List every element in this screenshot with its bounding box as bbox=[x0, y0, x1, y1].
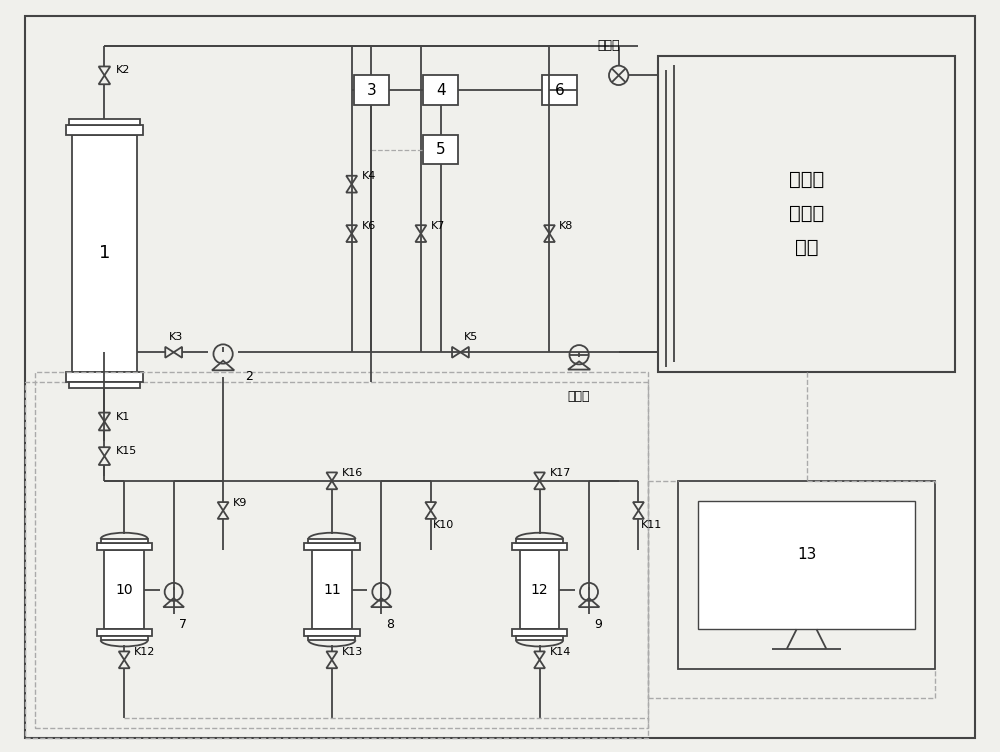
Bar bbox=[72, 135, 137, 372]
Text: K2: K2 bbox=[116, 65, 131, 75]
Bar bbox=[520, 550, 559, 629]
Bar bbox=[97, 543, 152, 550]
Text: K13: K13 bbox=[342, 647, 363, 657]
Bar bbox=[66, 125, 143, 135]
Bar bbox=[542, 75, 577, 105]
Text: 10: 10 bbox=[115, 583, 133, 596]
Text: 2: 2 bbox=[245, 371, 253, 384]
Text: 12: 12 bbox=[531, 583, 548, 596]
Bar bbox=[516, 636, 563, 640]
Text: 11: 11 bbox=[323, 583, 341, 596]
Bar bbox=[308, 539, 355, 543]
Bar bbox=[658, 56, 955, 372]
Bar bbox=[304, 629, 360, 636]
Bar bbox=[512, 629, 567, 636]
Text: 3: 3 bbox=[367, 83, 376, 98]
Bar bbox=[69, 119, 140, 125]
Text: 8: 8 bbox=[386, 617, 394, 631]
Text: K14: K14 bbox=[549, 647, 571, 657]
Text: K10: K10 bbox=[433, 520, 454, 530]
Text: K12: K12 bbox=[134, 647, 155, 657]
Bar bbox=[97, 629, 152, 636]
Bar bbox=[304, 543, 360, 550]
Bar bbox=[104, 550, 144, 629]
Text: K5: K5 bbox=[463, 332, 478, 342]
Bar bbox=[35, 372, 648, 728]
Bar bbox=[308, 636, 355, 640]
Text: K9: K9 bbox=[233, 498, 247, 508]
Bar bbox=[25, 382, 648, 738]
Text: 6: 6 bbox=[554, 83, 564, 98]
Bar bbox=[678, 481, 935, 669]
Text: 1: 1 bbox=[99, 244, 110, 262]
Text: K11: K11 bbox=[640, 520, 662, 530]
Text: 增压泵: 增压泵 bbox=[568, 390, 590, 403]
Text: 背压阀: 背压阀 bbox=[598, 39, 620, 52]
Text: K4: K4 bbox=[362, 171, 376, 181]
Bar bbox=[698, 501, 915, 629]
Bar bbox=[354, 75, 389, 105]
Text: K7: K7 bbox=[431, 220, 445, 231]
Bar bbox=[516, 539, 563, 543]
Text: K6: K6 bbox=[362, 220, 376, 231]
Text: K3: K3 bbox=[169, 332, 183, 342]
Text: K1: K1 bbox=[116, 411, 131, 422]
Text: K17: K17 bbox=[549, 468, 571, 478]
Text: 高温高
压试验
装置: 高温高 压试验 装置 bbox=[789, 170, 824, 257]
Text: 13: 13 bbox=[797, 547, 816, 562]
Text: 5: 5 bbox=[436, 142, 445, 157]
Text: K15: K15 bbox=[116, 446, 138, 456]
Bar bbox=[312, 550, 352, 629]
Bar bbox=[69, 382, 140, 388]
Text: K16: K16 bbox=[342, 468, 363, 478]
Text: 7: 7 bbox=[179, 617, 187, 631]
Bar bbox=[101, 539, 148, 543]
Text: 4: 4 bbox=[436, 83, 445, 98]
Bar bbox=[512, 543, 567, 550]
Bar bbox=[423, 135, 458, 165]
Bar bbox=[66, 372, 143, 382]
Text: K8: K8 bbox=[559, 220, 574, 231]
Bar bbox=[423, 75, 458, 105]
Bar bbox=[101, 636, 148, 640]
Text: 9: 9 bbox=[594, 617, 602, 631]
